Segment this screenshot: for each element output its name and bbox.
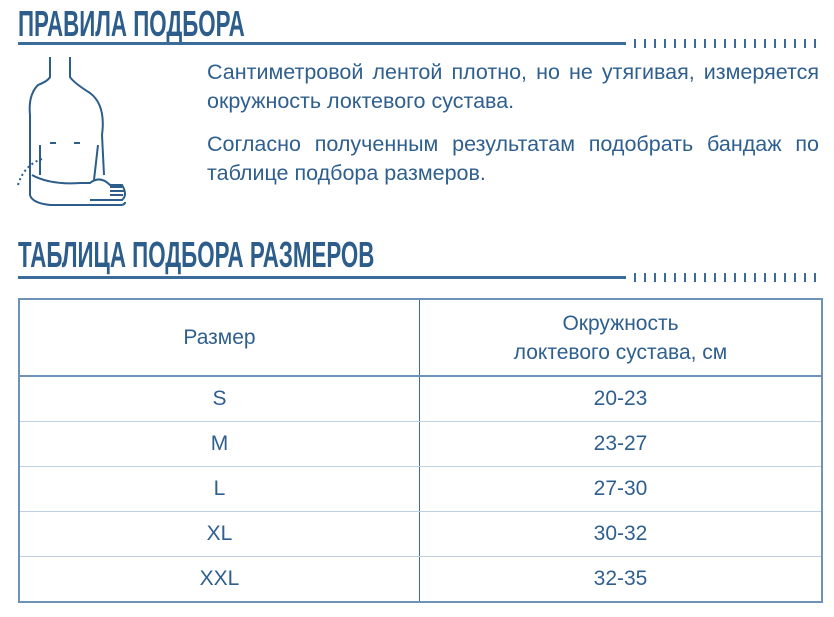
elbow-measurement-figure [17, 57, 126, 206]
instruction-paragraph-1: Сантиметровой лентой плотно, но не утяги… [207, 60, 819, 113]
header-size: Размер [18, 298, 420, 377]
range-cell: 27-30 [419, 466, 823, 512]
size-cell: XXL [18, 556, 420, 603]
instruction-paragraph-2: Согласно полученным результатам подобрат… [207, 132, 819, 185]
header-circumference: Окружность локтевого сустава, см [419, 298, 823, 377]
size-cell: S [18, 375, 420, 422]
size-cell: M [18, 421, 420, 467]
table-row: M 23-27 [18, 421, 823, 467]
range-cell: 32-35 [419, 556, 823, 603]
size-cell: XL [18, 511, 420, 557]
header-line-2: локтевого сустава, см [513, 340, 728, 364]
divider [18, 42, 626, 45]
divider-ticks [634, 39, 824, 48]
table-row: XXL 32-35 [18, 556, 823, 603]
size-table-heading: ТАБЛИЦА ПОДБОРА РАЗМЕРОВ [18, 234, 375, 275]
header-line-1: Окружность [562, 311, 679, 335]
size-cell: L [18, 466, 420, 512]
range-cell: 30-32 [419, 511, 823, 557]
divider [18, 276, 626, 279]
range-cell: 23-27 [419, 421, 823, 467]
table-row: L 27-30 [18, 466, 823, 512]
divider-ticks [634, 273, 824, 282]
table-row: S 20-23 [18, 375, 823, 422]
table-row: XL 30-32 [18, 511, 823, 557]
rules-heading: ПРАВИЛА ПОДБОРА [18, 3, 245, 44]
table-header-row: Размер Окружность локтевого сустава, см [18, 298, 823, 377]
size-table: Размер Окружность локтевого сустава, см … [18, 298, 823, 603]
range-cell: 20-23 [419, 375, 823, 422]
